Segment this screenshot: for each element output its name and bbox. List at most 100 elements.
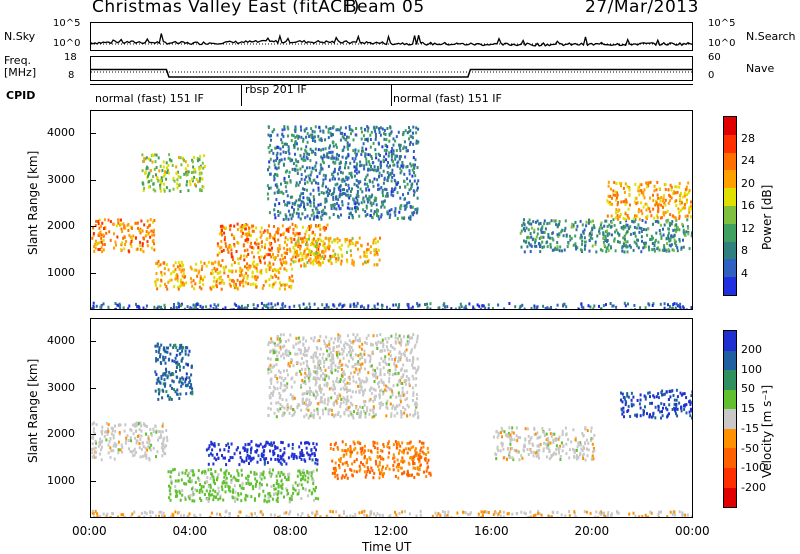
heatmap-cell-5 [367,126,370,130]
heatmap-cell-5 [417,127,420,131]
heatmap-cell-5 [399,341,402,345]
heatmap-cell-6 [633,240,636,244]
heatmap-cell-5 [276,343,279,347]
heatmap-cell-2 [200,260,202,264]
heatmap-cell-5 [311,208,314,212]
heatmap-cell-1 [175,361,178,365]
heatmap-cell-5 [403,179,405,183]
heatmap-cell-8 [484,308,487,309]
heatmap-cell-8 [332,303,335,307]
heatmap-cell-4 [363,449,366,453]
heatmap-cell-0 [100,448,103,452]
heatmap-cell-1 [198,158,201,162]
heatmap-cell-5 [375,341,377,345]
heatmap-cell-0 [136,247,139,251]
heatmap-cell-6 [690,234,692,238]
heatmap-cell-4 [331,459,334,463]
heatmap-cell-8 [468,302,471,306]
heatmap-cell-5 [380,186,383,190]
heatmap-cell-6 [576,246,579,250]
heatmap-cell-4 [360,243,363,247]
heatmap-cell-2 [252,282,255,286]
heatmap-cell-5 [394,213,397,217]
heatmap-cell-5 [394,356,397,360]
heatmap-cell-5 [389,126,392,130]
heatmap-cell-5 [339,402,342,405]
heatmap-cell-3 [308,225,311,229]
heatmap-cell-8 [514,305,517,309]
heatmap-cell-4 [376,450,379,454]
heatmap-cell-6 [595,250,598,254]
heatmap-cell-7 [626,185,629,188]
heatmap-cell-1 [162,165,165,169]
heatmap-cell-5 [267,168,269,172]
heatmap-cell-6 [682,245,685,249]
heatmap-cell-5 [388,372,391,376]
heatmap-cell-5 [308,135,311,138]
heatmap-cell-0 [121,230,124,233]
heatmap-cell-3 [237,492,240,495]
heatmap-cell-0 [122,222,125,226]
heatmap-cell-3 [312,478,315,482]
heatmap-cell-5 [288,350,291,354]
heatmap-cell-4 [426,446,429,450]
heatmap-cell-3 [258,492,261,496]
heatmap-cell-4 [350,468,353,472]
heatmap-cell-1 [185,392,188,396]
heatmap-cell-7 [676,190,679,194]
heatmap-cell-3 [298,232,301,236]
heatmap-cell-7 [646,182,649,186]
heatmap-cell-3 [214,482,216,486]
heatmap-cell-3 [326,223,329,227]
heatmap-cell-0 [112,433,115,437]
heatmap-cell-5 [402,217,405,220]
heatmap-cell-2 [286,283,288,287]
heatmap-cell-2 [276,446,279,450]
heatmap-cell-6 [521,223,524,227]
heatmap-cell-5 [291,202,294,205]
heatmap-cell-5 [293,412,296,416]
heatmap-cell-1 [196,157,199,161]
heatmap-cell-4 [356,241,359,245]
heatmap-cell-2 [225,443,228,447]
heatmap-cell-6 [672,248,675,252]
heatmap-cell-5 [307,376,310,380]
heatmap-cell-1 [155,173,157,177]
heatmap-cell-1 [164,170,167,174]
heatmap-cell-3 [266,483,269,487]
heatmap-cell-8 [200,306,203,309]
heatmap-cell-5 [397,130,400,134]
heatmap-cell-4 [378,460,381,464]
heatmap-cell-5 [347,183,350,187]
heatmap-cell-8 [484,306,487,309]
heatmap-cell-5 [338,344,341,348]
heatmap-cell-2 [213,266,216,270]
heatmap-cell-4 [333,239,336,243]
heatmap-cell-5 [382,159,385,163]
heatmap-cell-2 [252,264,255,268]
heatmap-cell-0 [137,226,139,230]
heatmap-cell-5 [332,160,335,164]
heatmap-cell-5 [387,370,390,374]
heatmap-cell-5 [346,389,349,392]
heatmap-cell-2 [273,441,275,445]
heatmap-cell-6 [676,246,679,250]
heatmap-cell-5 [406,414,409,418]
heatmap-cell-4 [298,258,301,262]
heatmap-cell-1 [171,386,173,390]
heatmap-cell-5 [323,155,326,159]
heatmap-cell-5 [391,393,394,397]
heatmap-cell-4 [319,256,322,260]
heatmap-cell-3 [199,496,202,500]
heatmap-cell-0 [163,436,166,440]
heatmap-cell-5 [296,352,299,356]
heatmap-cell-5 [323,212,326,215]
heatmap-cell-1 [190,171,193,174]
heatmap-cell-0 [127,229,130,232]
heatmap-cell-6 [682,238,684,242]
heatmap-cell-7 [638,208,640,211]
heatmap-cell-3 [307,226,310,230]
heatmap-cell-5 [327,412,330,416]
heatmap-cell-5 [312,167,315,171]
heatmap-cell-5 [408,384,411,387]
